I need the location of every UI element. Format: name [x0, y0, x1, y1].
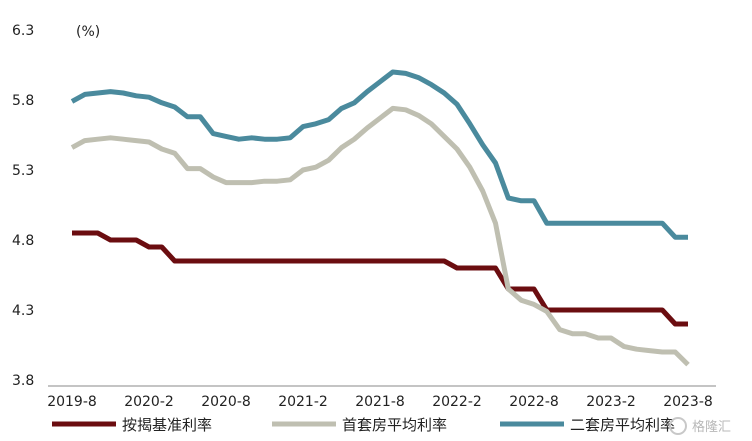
x-tick-label: 2019-8 — [47, 394, 97, 410]
series-lines — [70, 69, 690, 367]
x-tick-label: 2020-8 — [201, 394, 251, 410]
x-tick-label: 2020-2 — [124, 394, 174, 410]
x-tick-label: 2023-8 — [663, 394, 713, 410]
series-line-2 — [70, 105, 690, 367]
x-tick-label: 2022-8 — [509, 394, 559, 410]
legend-label-3: 二套房平均利率 — [570, 416, 675, 434]
watermark-logo-icon — [669, 417, 687, 435]
legend-label-2: 首套房平均利率 — [342, 416, 447, 434]
x-tick-label: 2022-2 — [432, 394, 482, 410]
y-tick-label: 6.3 — [12, 23, 34, 39]
watermark-text: 格隆汇 — [692, 419, 731, 435]
y-tick-label: 5.3 — [12, 163, 34, 179]
series-line-1 — [72, 230, 688, 327]
y-tick-label: 5.8 — [12, 93, 34, 109]
legend: 按揭基准利率 首套房平均利率 二套房平均利率 — [52, 416, 675, 434]
legend-label-1: 按揭基准利率 — [122, 416, 212, 434]
y-tick-label: 4.3 — [12, 303, 34, 319]
unit-label: (%) — [76, 24, 100, 40]
x-axis-ticks: 2019-8 2020-2 2020-8 2021-2 2021-8 2022-2 2022… — [47, 394, 713, 410]
y-tick-label: 3.8 — [12, 373, 34, 389]
x-tick-label: 2023-2 — [586, 394, 636, 410]
y-axis-ticks: 6.3 5.8 5.3 4.8 4.3 3.8 — [12, 23, 34, 389]
watermark: 格隆汇 — [669, 417, 731, 435]
series-line-3 — [70, 69, 688, 240]
x-tick-label: 2021-8 — [355, 394, 405, 410]
y-tick-label: 4.8 — [12, 233, 34, 249]
x-tick-label: 2021-2 — [278, 394, 328, 410]
